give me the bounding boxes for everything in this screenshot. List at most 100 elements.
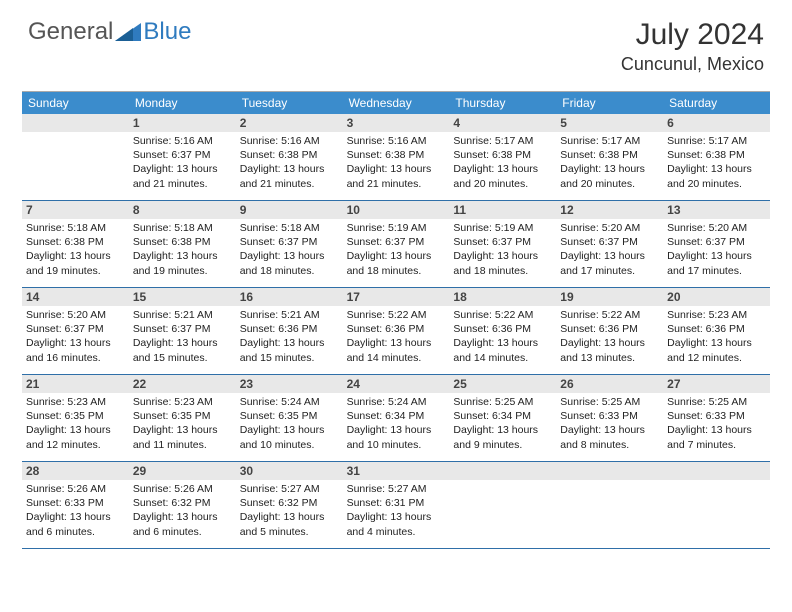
- info-line-sr: Sunrise: 5:18 AM: [240, 221, 339, 235]
- info-line-dl1: Daylight: 13 hours: [26, 423, 125, 437]
- info-line-dl2: and 7 minutes.: [667, 438, 766, 452]
- day-header: Friday: [556, 92, 663, 114]
- info-line-dl2: and 14 minutes.: [453, 351, 552, 365]
- day-header-row: SundayMondayTuesdayWednesdayThursdayFrid…: [22, 92, 770, 114]
- info-line-dl1: Daylight: 13 hours: [133, 162, 232, 176]
- day-header: Thursday: [449, 92, 556, 114]
- date-number: 12: [556, 201, 663, 219]
- info-line-ss: Sunset: 6:33 PM: [26, 496, 125, 510]
- info-line-dl2: and 20 minutes.: [453, 177, 552, 191]
- day-cell: 17Sunrise: 5:22 AMSunset: 6:36 PMDayligh…: [343, 288, 450, 374]
- info-line-sr: Sunrise: 5:19 AM: [347, 221, 446, 235]
- weeks-container: 1 Sunrise: 5:16 AM Sunset: 6:37 PM Daylight…: [22, 114, 770, 549]
- day-info: Sunrise: 5:17 AMSunset: 6:38 PMDaylight:…: [667, 134, 766, 191]
- day-cell: 25Sunrise: 5:25 AMSunset: 6:34 PMDayligh…: [449, 375, 556, 461]
- day-cell: 12Sunrise: 5:20 AMSunset: 6:37 PMDayligh…: [556, 201, 663, 287]
- date-number: 20: [663, 288, 770, 306]
- date-number: 2: [236, 114, 343, 132]
- day-info: Sunrise: 5:27 AMSunset: 6:31 PMDaylight:…: [347, 482, 446, 539]
- date-number: 10: [343, 201, 450, 219]
- info-line-sr: Sunrise: 5:18 AM: [26, 221, 125, 235]
- info-line-dl2: and 8 minutes.: [560, 438, 659, 452]
- info-line-dl1: Daylight: 13 hours: [347, 162, 446, 176]
- day-cell: 10Sunrise: 5:19 AMSunset: 6:37 PMDayligh…: [343, 201, 450, 287]
- date-number: 18: [449, 288, 556, 306]
- info-line-sr: Sunrise: 5:20 AM: [26, 308, 125, 322]
- day-info: Sunrise: 5:18 AMSunset: 6:38 PMDaylight:…: [133, 221, 232, 278]
- info-line-sr: Sunrise: 5:17 AM: [560, 134, 659, 148]
- info-line-sr: Sunrise: 5:22 AM: [347, 308, 446, 322]
- info-line-dl1: Daylight: 13 hours: [240, 423, 339, 437]
- day-cell: [22, 114, 129, 200]
- date-number: 29: [129, 462, 236, 480]
- day-header: Saturday: [663, 92, 770, 114]
- info-line-dl2: and 21 minutes.: [133, 177, 232, 191]
- info-line-dl1: Daylight: 13 hours: [560, 249, 659, 263]
- calendar: SundayMondayTuesdayWednesdayThursdayFrid…: [22, 91, 770, 549]
- info-line-ss: Sunset: 6:36 PM: [240, 322, 339, 336]
- info-line-dl1: Daylight: 13 hours: [240, 162, 339, 176]
- info-line-sr: Sunrise: 5:16 AM: [347, 134, 446, 148]
- info-line-ss: Sunset: 6:36 PM: [560, 322, 659, 336]
- day-info: Sunrise: 5:21 AMSunset: 6:36 PMDaylight:…: [240, 308, 339, 365]
- day-info: Sunrise: 5:26 AMSunset: 6:32 PMDaylight:…: [133, 482, 232, 539]
- info-line-dl1: Daylight: 13 hours: [453, 336, 552, 350]
- month-title: July 2024: [621, 18, 764, 52]
- day-cell: 27Sunrise: 5:25 AMSunset: 6:33 PMDayligh…: [663, 375, 770, 461]
- day-cell: 20 Sunrise: 5:23 AMSunset: 6:36 PMDayligh…: [663, 288, 770, 374]
- date-number: 8: [129, 201, 236, 219]
- info-line-ss: Sunset: 6:38 PM: [347, 148, 446, 162]
- info-line-sr: Sunrise: 5:23 AM: [133, 395, 232, 409]
- week-row: 28Sunrise: 5:26 AMSunset: 6:33 PMDayligh…: [22, 462, 770, 549]
- info-line-sr: Sunrise: 5:24 AM: [240, 395, 339, 409]
- day-header: Wednesday: [343, 92, 450, 114]
- day-cell: 4Sunrise: 5:17 AMSunset: 6:38 PMDaylight…: [449, 114, 556, 200]
- info-line-dl2: and 12 minutes.: [26, 438, 125, 452]
- info-line-dl1: Daylight: 13 hours: [26, 510, 125, 524]
- day-info: Sunrise: 5:21 AMSunset: 6:37 PMDaylight:…: [133, 308, 232, 365]
- day-info: Sunrise: 5:20 AMSunset: 6:37 PMDaylight:…: [26, 308, 125, 365]
- info-line-sr: Sunrise: 5:17 AM: [667, 134, 766, 148]
- info-line-sr: Sunrise: 5:25 AM: [667, 395, 766, 409]
- day-cell: 13Sunrise: 5:20 AMSunset: 6:37 PMDayligh…: [663, 201, 770, 287]
- info-line-dl2: and 16 minutes.: [26, 351, 125, 365]
- info-line-ss: Sunset: 6:32 PM: [133, 496, 232, 510]
- date-number: 23: [236, 375, 343, 393]
- day-info: Sunrise: 5:18 AMSunset: 6:37 PMDaylight:…: [240, 221, 339, 278]
- info-line-sr: Sunrise: 5:25 AM: [453, 395, 552, 409]
- day-info: Sunrise: 5:26 AMSunset: 6:33 PMDaylight:…: [26, 482, 125, 539]
- info-line-sr: Sunrise: 5:16 AM: [240, 134, 339, 148]
- day-cell: 26Sunrise: 5:25 AMSunset: 6:33 PMDayligh…: [556, 375, 663, 461]
- date-number: 1: [129, 114, 236, 132]
- info-line-sr: Sunrise: 5:17 AM: [453, 134, 552, 148]
- day-info: Sunrise: 5:23 AMSunset: 6:35 PMDaylight:…: [133, 395, 232, 452]
- logo: General Blue: [28, 18, 191, 46]
- day-cell: 7Sunrise: 5:18 AMSunset: 6:38 PMDaylight…: [22, 201, 129, 287]
- date-number: 31: [343, 462, 450, 480]
- day-cell: 19Sunrise: 5:22 AMSunset: 6:36 PMDayligh…: [556, 288, 663, 374]
- info-line-ss: Sunset: 6:34 PM: [453, 409, 552, 423]
- info-line-dl1: Daylight: 13 hours: [347, 510, 446, 524]
- info-line-ss: Sunset: 6:37 PM: [26, 322, 125, 336]
- info-line-ss: Sunset: 6:38 PM: [453, 148, 552, 162]
- info-line-dl2: and 15 minutes.: [240, 351, 339, 365]
- date-number: 7: [22, 201, 129, 219]
- info-line-sr: Sunrise: 5:27 AM: [347, 482, 446, 496]
- info-line-dl2: and 14 minutes.: [347, 351, 446, 365]
- week-row: 21Sunrise: 5:23 AMSunset: 6:35 PMDayligh…: [22, 375, 770, 462]
- info-line-dl1: Daylight: 13 hours: [453, 423, 552, 437]
- info-line-dl2: and 17 minutes.: [560, 264, 659, 278]
- date-number: 19: [556, 288, 663, 306]
- week-row: 1Sunrise: 5:16 AMSunset: 6:37 PMDaylight…: [22, 114, 770, 201]
- day-cell: 30Sunrise: 5:27 AMSunset: 6:32 PMDayligh…: [236, 462, 343, 548]
- day-info: Sunrise: 5:16 AMSunset: 6:38 PMDaylight:…: [347, 134, 446, 191]
- info-line-ss: Sunset: 6:37 PM: [133, 322, 232, 336]
- day-info: Sunrise: 5:23 AMSunset: 6:36 PMDaylight:…: [667, 308, 766, 365]
- info-line-dl2: and 10 minutes.: [347, 438, 446, 452]
- info-line-sr: Sunrise: 5:21 AM: [240, 308, 339, 322]
- info-line-sr: Sunrise: 5:22 AM: [560, 308, 659, 322]
- info-line-dl1: Daylight: 13 hours: [667, 249, 766, 263]
- info-line-dl1: Daylight: 13 hours: [240, 336, 339, 350]
- day-cell: [663, 462, 770, 548]
- date-number: 13: [663, 201, 770, 219]
